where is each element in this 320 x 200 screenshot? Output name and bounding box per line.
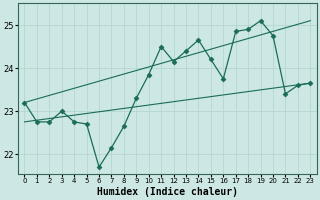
X-axis label: Humidex (Indice chaleur): Humidex (Indice chaleur)	[97, 186, 238, 197]
